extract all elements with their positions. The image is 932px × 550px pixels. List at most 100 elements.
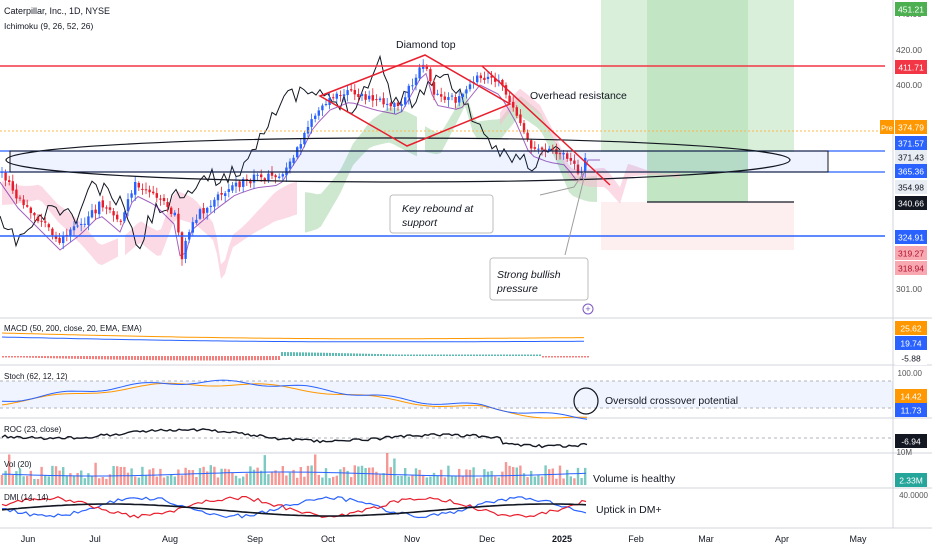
candle bbox=[404, 97, 407, 105]
volume-bar bbox=[537, 475, 540, 485]
adx-line bbox=[1, 503, 587, 517]
volume-bar bbox=[584, 467, 587, 485]
macd-bar bbox=[263, 356, 265, 361]
volume-bar bbox=[130, 468, 133, 485]
candle bbox=[206, 207, 209, 213]
macd-bar bbox=[557, 356, 559, 358]
candle bbox=[310, 119, 313, 127]
roc-pane bbox=[1, 428, 588, 449]
macd-bar bbox=[515, 354, 517, 356]
pane-badge-text: 2.33M bbox=[899, 476, 923, 486]
volume-bar bbox=[22, 476, 25, 485]
volume-bar bbox=[87, 473, 90, 485]
candle bbox=[306, 126, 310, 134]
macd-bar bbox=[209, 356, 211, 361]
macd-bar bbox=[287, 352, 289, 356]
pane-badge bbox=[895, 403, 927, 417]
roc-tick: 10M bbox=[896, 448, 912, 457]
macd-bar bbox=[8, 356, 10, 358]
macd-bar bbox=[254, 356, 256, 361]
volume-bar bbox=[407, 476, 410, 485]
macd-bar bbox=[380, 354, 382, 356]
candle bbox=[299, 144, 302, 149]
macd-bar bbox=[146, 356, 148, 361]
volume-bar bbox=[296, 477, 299, 485]
volume-bar bbox=[299, 466, 302, 485]
macd-bar bbox=[86, 356, 88, 360]
macd-bar bbox=[425, 354, 427, 356]
volume-bar bbox=[216, 477, 220, 485]
macd-bar bbox=[278, 356, 280, 361]
time-tick: 2025 bbox=[552, 534, 572, 544]
volume-bar bbox=[440, 469, 443, 485]
macd-bar bbox=[71, 356, 73, 359]
volume-bar bbox=[29, 470, 32, 485]
macd-bar bbox=[230, 356, 232, 361]
macd-bar bbox=[488, 354, 490, 356]
add-alert-icon[interactable] bbox=[582, 303, 594, 315]
macd-bar bbox=[62, 356, 64, 359]
macd-bar bbox=[284, 352, 286, 356]
volume-bar bbox=[173, 476, 176, 485]
volume-bar bbox=[108, 474, 112, 485]
volume-bar bbox=[105, 478, 108, 485]
volume-bar bbox=[314, 454, 317, 485]
volume-bar bbox=[278, 472, 281, 485]
volume-bar bbox=[44, 475, 47, 485]
candle bbox=[407, 85, 410, 98]
time-tick: Apr bbox=[775, 534, 789, 544]
volume-bar bbox=[386, 453, 389, 485]
macd-bar bbox=[80, 356, 82, 359]
volume-bar bbox=[533, 476, 536, 485]
macd-bar bbox=[83, 356, 85, 360]
macd-bar bbox=[518, 354, 520, 356]
volume-bar bbox=[443, 477, 446, 485]
candle bbox=[166, 201, 169, 207]
macd-bar bbox=[74, 356, 76, 359]
volume-bar bbox=[206, 471, 209, 485]
macd-bar bbox=[242, 356, 244, 361]
candle bbox=[22, 199, 25, 206]
volume-bar bbox=[231, 472, 234, 485]
trend-line bbox=[481, 65, 611, 186]
macd-bar bbox=[449, 354, 451, 356]
volume-bar bbox=[504, 462, 508, 485]
macd-bar bbox=[218, 356, 220, 361]
macd-bar bbox=[524, 354, 526, 356]
volume-bar bbox=[242, 476, 245, 485]
dmi-plus bbox=[1, 496, 587, 519]
volume-bar bbox=[15, 471, 18, 485]
macd-bar bbox=[308, 352, 310, 356]
volume-bar bbox=[260, 470, 263, 485]
macd-bar bbox=[500, 354, 502, 356]
macd-bar bbox=[461, 354, 463, 356]
volume-bar bbox=[148, 469, 151, 485]
candle bbox=[425, 65, 428, 69]
macd-bar bbox=[2, 356, 4, 358]
volume-bar bbox=[245, 473, 248, 485]
macd-bar bbox=[410, 354, 412, 356]
macd-bar bbox=[383, 354, 385, 356]
price-tick: 301.00 bbox=[896, 284, 922, 294]
candle bbox=[58, 237, 61, 243]
volume-bar bbox=[418, 469, 421, 485]
volume-bar bbox=[483, 469, 486, 485]
volume-bar bbox=[90, 475, 94, 485]
macd-bar bbox=[386, 354, 388, 356]
volume-bar bbox=[569, 476, 572, 485]
candle bbox=[36, 216, 40, 222]
candle bbox=[490, 75, 493, 78]
volume-bar bbox=[292, 469, 295, 485]
stoch-tick: 100.00 bbox=[898, 369, 923, 378]
volume-bar bbox=[11, 474, 14, 485]
volume-bar bbox=[576, 467, 580, 485]
volume-bar bbox=[555, 478, 558, 485]
candle bbox=[260, 174, 263, 178]
macd-bar bbox=[443, 354, 445, 356]
pane-badge bbox=[895, 336, 927, 350]
macd-bar bbox=[179, 356, 181, 361]
volume-bar bbox=[375, 471, 378, 485]
bullish-pointer bbox=[564, 177, 585, 256]
macd-bar bbox=[188, 356, 190, 361]
candle bbox=[468, 84, 472, 90]
